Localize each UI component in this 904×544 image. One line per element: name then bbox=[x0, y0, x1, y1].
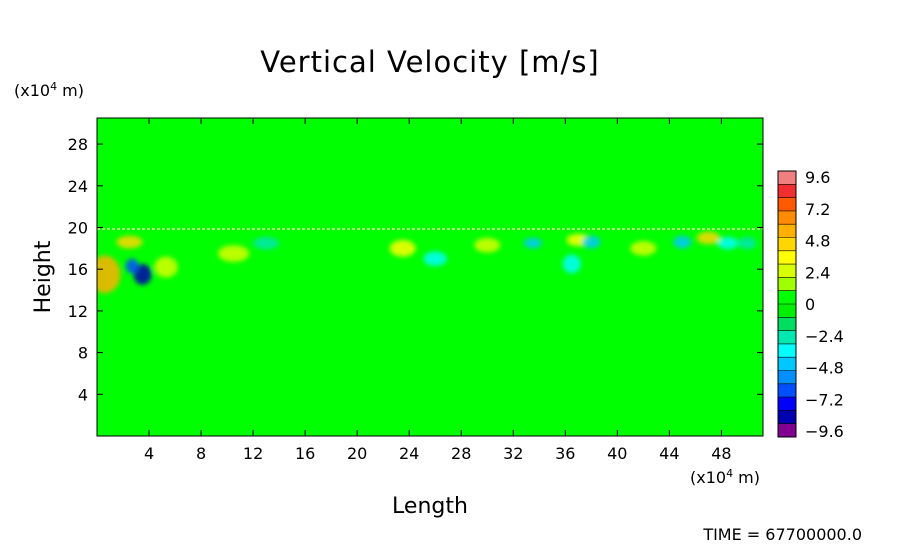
time-annotation: TIME = 67700000.0 bbox=[702, 525, 862, 544]
x-tick-label: 36 bbox=[555, 444, 575, 463]
velocity-feature-17 bbox=[717, 236, 739, 250]
x-tick-label: 12 bbox=[243, 444, 263, 463]
velocity-feature-9 bbox=[474, 237, 501, 253]
colorbar-tick-label: 9.6 bbox=[805, 168, 830, 187]
colorbar-swatch bbox=[778, 383, 796, 398]
velocity-features bbox=[97, 231, 757, 294]
colorbar-swatch bbox=[778, 171, 796, 185]
x-tick-label: 8 bbox=[196, 444, 206, 463]
velocity-feature-10 bbox=[523, 237, 542, 249]
velocity-feature-16 bbox=[696, 231, 721, 245]
colorbar-frame bbox=[777, 170, 797, 438]
colorbar-swatch bbox=[778, 304, 796, 318]
colorbar-tick-label: −7.2 bbox=[805, 390, 844, 409]
x-tick-label: 32 bbox=[503, 444, 523, 463]
velocity-feature-14 bbox=[630, 241, 657, 256]
x-tick-label: 24 bbox=[399, 444, 419, 463]
chart-title: Vertical Velocity [m/s] bbox=[260, 45, 600, 79]
velocity-feature-15 bbox=[673, 235, 692, 249]
velocity-feature-6 bbox=[253, 236, 280, 250]
colorbar-swatch bbox=[778, 197, 796, 212]
colorbar-swatch bbox=[778, 343, 796, 358]
colorbar-swatch bbox=[778, 317, 796, 332]
colorbar-tick-label: 7.2 bbox=[805, 200, 830, 219]
colorbar-tick-label: −4.8 bbox=[805, 359, 844, 378]
colorbar-swatch bbox=[778, 423, 796, 438]
velocity-feature-3 bbox=[116, 235, 143, 249]
y-tick-label: 20 bbox=[68, 218, 88, 237]
x-tick-label: 44 bbox=[659, 444, 679, 463]
velocity-feature-8 bbox=[423, 251, 447, 267]
colorbar-swatch bbox=[778, 250, 796, 265]
colorbar-swatch bbox=[778, 210, 796, 225]
colorbar-tick-label: 0 bbox=[805, 295, 815, 314]
y-axis-title: Height bbox=[31, 240, 56, 313]
velocity-feature-7 bbox=[389, 239, 416, 257]
x-tick-label: 4 bbox=[144, 444, 154, 463]
x-axis: 4 8 12 16 20 24 28 32 36 40 44 48 bbox=[144, 118, 732, 463]
plot-area bbox=[97, 118, 763, 436]
colorbar-swatch bbox=[778, 290, 796, 305]
y-axis: 4 8 12 16 20 24 28 bbox=[68, 135, 763, 404]
velocity-feature-1 bbox=[125, 258, 139, 274]
colorbar-tick-label: 2.4 bbox=[805, 263, 830, 282]
x-tick-label: 48 bbox=[711, 444, 731, 463]
colorbar-swatch bbox=[778, 330, 796, 345]
y-tick-label: 12 bbox=[68, 302, 88, 321]
velocity-feature-11 bbox=[562, 254, 581, 274]
velocity-feature-5 bbox=[217, 245, 250, 262]
x-axis-title: Length bbox=[392, 494, 468, 519]
colorbar-tick-label: 4.8 bbox=[805, 232, 830, 251]
colorbar-swatch bbox=[778, 237, 796, 252]
colorbar-swatch bbox=[778, 410, 796, 425]
y-unit-label: (x104 m) bbox=[14, 80, 84, 101]
y-tick-label: 8 bbox=[78, 344, 88, 363]
x-tick-label: 40 bbox=[607, 444, 627, 463]
x-tick-label: 16 bbox=[295, 444, 315, 463]
x-tick-label: 20 bbox=[347, 444, 367, 463]
velocity-feature-18 bbox=[738, 236, 757, 250]
y-tick-label: 28 bbox=[68, 135, 88, 154]
velocity-feature-4 bbox=[154, 256, 178, 278]
y-tick-label: 24 bbox=[68, 177, 88, 196]
y-tick-label: 16 bbox=[68, 260, 88, 279]
y-tick-label: 4 bbox=[78, 385, 88, 404]
velocity-feature-2 bbox=[97, 255, 121, 294]
colorbar-swatch bbox=[778, 277, 796, 292]
colorbar-tick-label: −2.4 bbox=[805, 327, 844, 346]
colorbar: 9.6 7.2 4.8 2.4 0 −2.4 −4.8 −7.2 −9.6 bbox=[777, 168, 844, 441]
x-tick-label: 28 bbox=[451, 444, 471, 463]
colorbar-swatch bbox=[778, 357, 796, 371]
colorbar-swatch bbox=[778, 370, 796, 385]
x-unit-label: (x104 m) bbox=[690, 467, 760, 488]
colorbar-tick-label: −9.6 bbox=[805, 422, 844, 441]
colorbar-swatch bbox=[778, 224, 796, 238]
colorbar-swatch bbox=[778, 397, 796, 411]
velocity-feature-13 bbox=[582, 235, 601, 249]
plot-frame bbox=[96, 117, 764, 437]
colorbar-swatch bbox=[778, 264, 796, 278]
colorbar-swatch bbox=[778, 184, 796, 199]
